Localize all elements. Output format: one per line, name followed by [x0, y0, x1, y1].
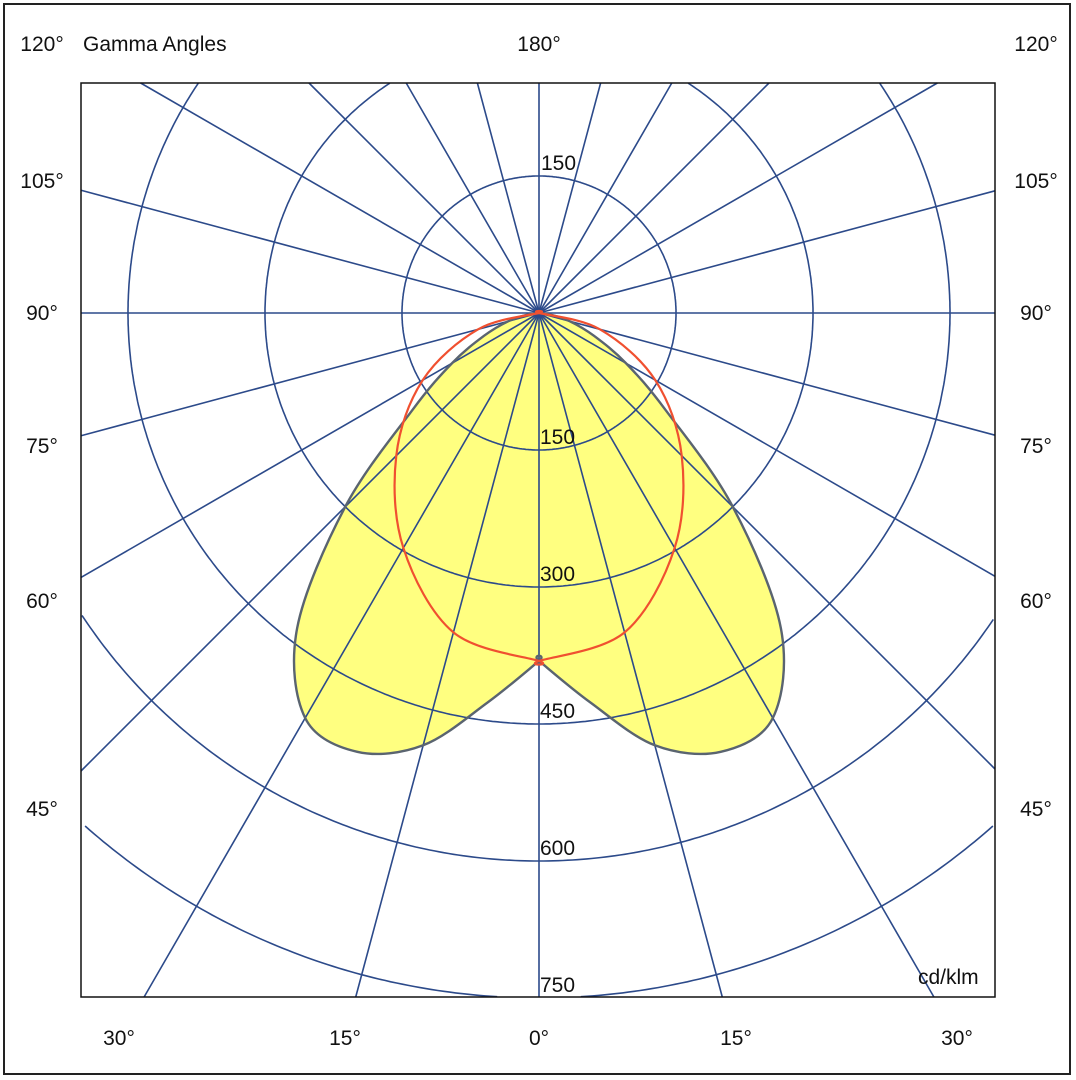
radial-tick-label-300: 300: [540, 563, 575, 586]
grid-spoke-285: [80, 312, 540, 437]
grid-spoke-330: [143, 312, 540, 998]
grid-spoke-15: [538, 312, 724, 998]
bottom-angle-label-30: 30°: [941, 1027, 973, 1050]
chart-title: Gamma Angles: [83, 33, 227, 56]
bottom-angle-label--15: 15°: [329, 1027, 361, 1050]
right-angle-label-75: 75°: [1020, 435, 1052, 458]
grid-spoke-30: [538, 312, 935, 998]
grid-spoke-345: [354, 312, 540, 998]
unit-label: cd/klm: [918, 966, 979, 989]
grid-spoke-315: [80, 312, 540, 772]
right-angle-label-90: 90°: [1020, 302, 1052, 325]
grid-spoke-105: [538, 190, 996, 314]
grid-spoke-75: [538, 312, 996, 436]
grid-spoke-300: [80, 312, 540, 579]
plot-border: [80, 82, 996, 998]
right-angle-label-45: 45°: [1020, 798, 1052, 821]
right-angle-label-60: 60°: [1020, 590, 1052, 613]
bottom-angle-label--30: 30°: [103, 1027, 135, 1050]
radial-tick-label-top: 150: [541, 152, 576, 175]
grid-spoke-255: [80, 189, 540, 314]
bottom-angle-label-15: 15°: [720, 1027, 752, 1050]
grid-circle-300: [264, 82, 814, 588]
left-angle-label-90: 90°: [26, 302, 58, 325]
grid-spoke-165: [538, 82, 602, 314]
grid-spoke-135: [538, 82, 770, 314]
radial-tick-label-750: 750: [540, 974, 575, 997]
grid-circle-450: [127, 82, 951, 725]
bottom-angle-label-0: 0°: [529, 1027, 549, 1050]
grid-circle-600: [81, 615, 994, 862]
left-angle-label-105: 105°: [20, 170, 63, 193]
left-angle-label-75: 75°: [26, 435, 58, 458]
grid-spoke-45: [538, 312, 996, 770]
radial-tick-label-150: 150: [540, 426, 575, 449]
grid-spoke-210: [405, 82, 540, 314]
grid-circle-750: [84, 825, 994, 998]
grid-spoke-60: [538, 312, 996, 577]
right-angle-label-120: 120°: [1014, 33, 1057, 56]
radial-tick-label-600: 600: [540, 837, 575, 860]
chart-frame: [3, 3, 1071, 1075]
grid-spoke-120: [538, 82, 938, 314]
left-angle-label-120: 120°: [20, 33, 63, 56]
top-angle-label: 180°: [517, 33, 560, 56]
radial-tick-label-450: 450: [540, 700, 575, 723]
left-angle-label-45: 45°: [26, 798, 58, 821]
grid-spoke-240: [140, 82, 540, 314]
left-angle-label-60: 60°: [26, 590, 58, 613]
grid-spoke-195: [476, 82, 540, 314]
grid-spoke-225: [308, 82, 540, 314]
right-angle-label-105: 105°: [1014, 170, 1057, 193]
curve-c90-c270: [393, 309, 685, 666]
grid-spoke-150: [538, 82, 673, 314]
